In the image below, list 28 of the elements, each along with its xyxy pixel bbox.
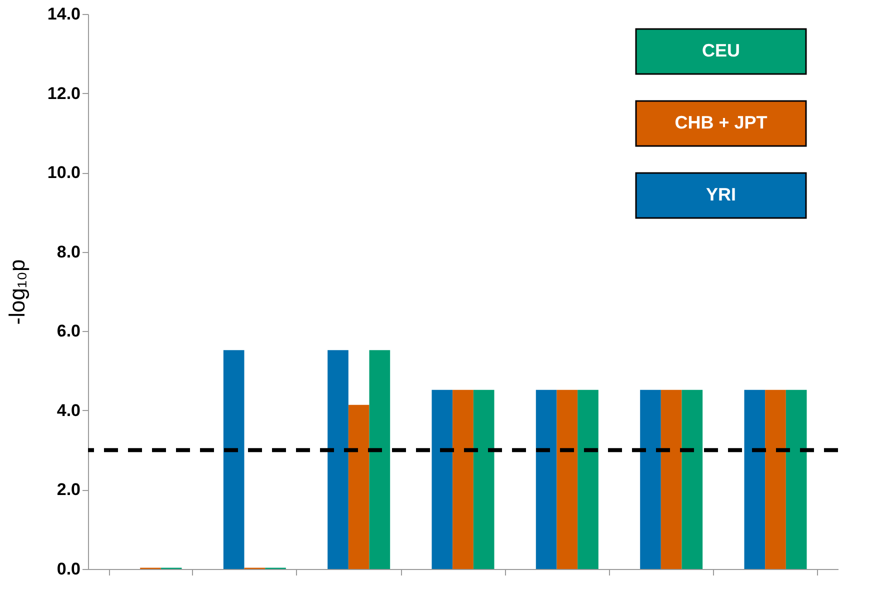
bar bbox=[452, 390, 474, 569]
bar bbox=[744, 390, 766, 569]
bar bbox=[556, 390, 578, 569]
bar bbox=[765, 390, 786, 569]
y-tick-label: 14.0 bbox=[47, 4, 80, 24]
bar bbox=[578, 390, 598, 569]
text: CEU bbox=[702, 40, 740, 60]
bar bbox=[536, 390, 557, 569]
bar bbox=[660, 390, 682, 569]
text: YRI bbox=[706, 184, 736, 204]
y-tick-label: 10.0 bbox=[47, 163, 80, 182]
bar bbox=[682, 390, 703, 569]
bar bbox=[786, 390, 807, 569]
y-tick-label: 0.0 bbox=[56, 560, 80, 578]
y-tick-label: 8.0 bbox=[56, 242, 80, 262]
y-tick-label: 2.0 bbox=[56, 480, 80, 500]
bar bbox=[640, 390, 661, 569]
y-tick-label: 12.0 bbox=[47, 84, 80, 103]
y-tick-label: 4.0 bbox=[56, 400, 80, 420]
bar bbox=[328, 350, 348, 569]
text: CHB + JPT bbox=[674, 112, 768, 132]
bar bbox=[369, 350, 390, 569]
bar bbox=[223, 350, 244, 569]
y-axis-title: -log₁₀p bbox=[4, 259, 30, 325]
bar bbox=[432, 390, 453, 569]
bar bbox=[473, 390, 494, 569]
bar bbox=[348, 404, 370, 569]
y-tick-label: 6.0 bbox=[56, 322, 80, 341]
